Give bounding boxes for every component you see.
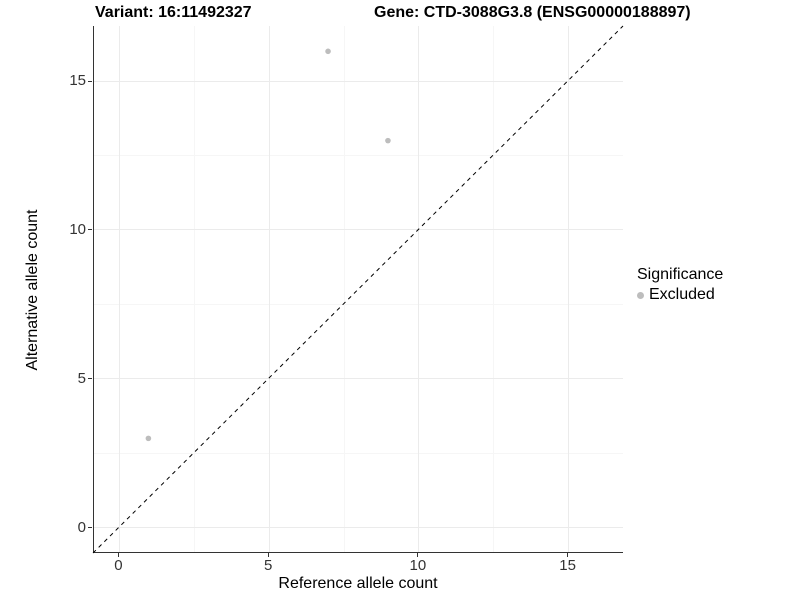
plot-panel xyxy=(93,26,623,553)
grid-major-v xyxy=(418,26,420,552)
x-tick-label: 10 xyxy=(409,557,427,574)
y-tick-mark xyxy=(88,527,92,529)
x-tick-mark xyxy=(417,553,419,557)
grid-minor-v xyxy=(493,26,495,552)
grid-minor-h xyxy=(94,452,623,454)
y-axis-title: Alternative allele count xyxy=(24,209,41,371)
x-tick-label: 0 xyxy=(114,557,123,574)
legend-item-label: Excluded xyxy=(649,286,715,303)
y-tick-label: 0 xyxy=(77,518,86,536)
grid-minor-v xyxy=(343,26,345,552)
data-point xyxy=(325,48,331,55)
gene-title: Gene: CTD-3088G3.8 (ENSG00000188897) xyxy=(374,4,691,21)
grid-minor-v xyxy=(193,26,195,552)
grid-minor-h xyxy=(94,155,623,157)
grid-major-v xyxy=(118,26,120,552)
x-tick-mark xyxy=(567,553,569,557)
grid-major-h xyxy=(94,378,623,380)
identity-line xyxy=(92,25,624,554)
y-tick-label: 5 xyxy=(77,369,86,387)
x-tick-label: 5 xyxy=(263,557,273,574)
variant-title: Variant: 16:11492327 xyxy=(95,4,252,21)
x-tick-mark xyxy=(267,553,269,557)
y-tick-mark xyxy=(88,80,92,82)
y-tick-label: 10 xyxy=(69,220,86,238)
grid-major-v xyxy=(268,26,270,552)
grid-major-v xyxy=(568,26,570,552)
grid-minor-h xyxy=(94,303,623,305)
grid-major-h xyxy=(94,80,623,82)
legend-item-excluded: Excluded xyxy=(637,286,723,304)
x-axis-title: Reference allele count xyxy=(278,575,438,592)
legend-title: Significance xyxy=(637,266,724,283)
x-tick-mark xyxy=(117,553,119,557)
data-point xyxy=(385,137,391,144)
y-tick-mark xyxy=(88,378,92,380)
data-point xyxy=(145,435,152,442)
legend: Significance Excluded xyxy=(637,266,723,304)
y-tick-label: 15 xyxy=(69,72,86,90)
x-tick-label: 15 xyxy=(559,557,576,574)
grid-major-h xyxy=(94,527,623,529)
grid-major-h xyxy=(94,229,623,231)
y-tick-mark xyxy=(88,229,92,231)
excluded-point-icon xyxy=(637,291,644,299)
